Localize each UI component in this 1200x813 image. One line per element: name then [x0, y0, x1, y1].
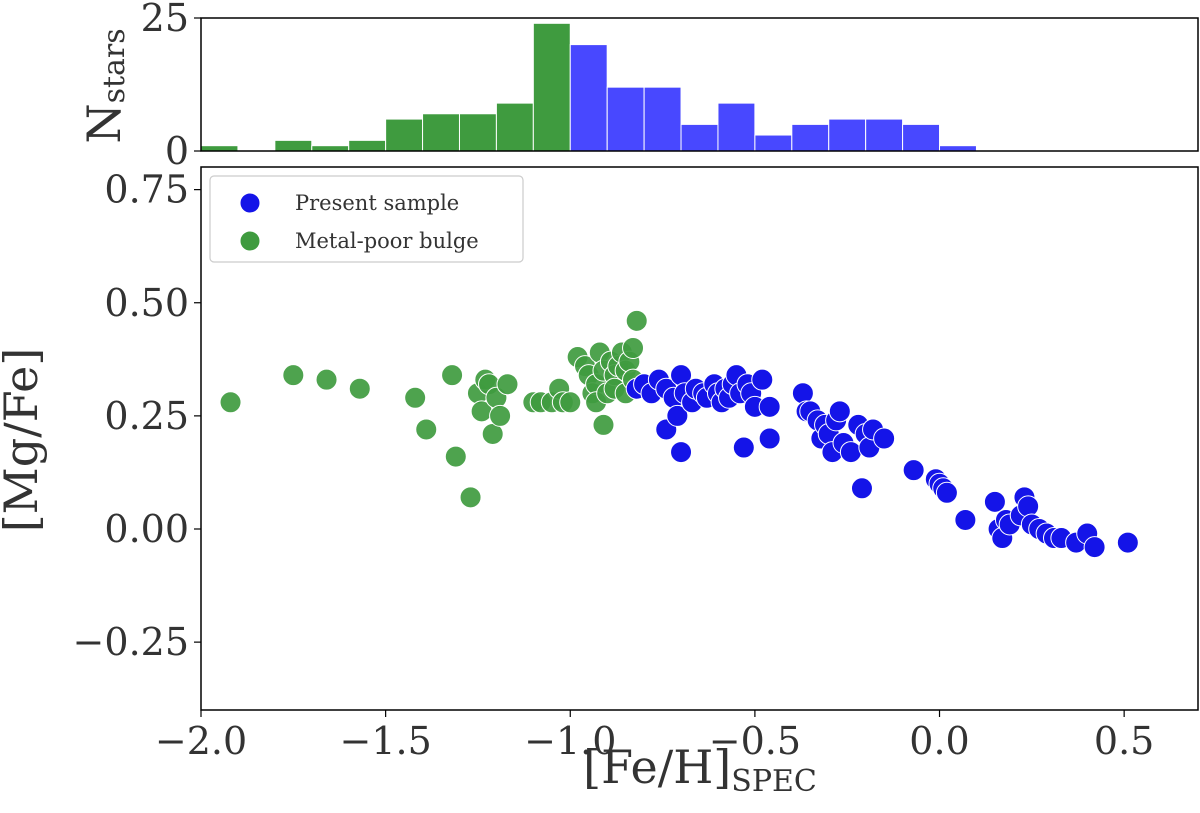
- histogram-bar-7: [458, 113, 497, 152]
- legend: Present sample Metal-poor bulge: [209, 175, 524, 263]
- histogram-bar-12: [643, 86, 682, 152]
- histogram-bar-5: [385, 118, 424, 152]
- scatter-x-tick-label: 0.0: [909, 719, 969, 763]
- scatter-y-tick-label: 0.00: [104, 507, 189, 551]
- scatter-y-axis-title: [Mg/Fe]: [0, 348, 48, 533]
- legend-box: [209, 175, 524, 263]
- scatter-point: [935, 481, 958, 504]
- histogram-y-axis-title: Nstars: [77, 28, 132, 143]
- legend-marker-metal-poor-bulge: [239, 230, 261, 252]
- scatter-point: [219, 391, 242, 414]
- scatter-point: [850, 477, 873, 500]
- histogram-bar-18: [865, 118, 904, 152]
- histogram-bar-19: [902, 123, 941, 152]
- histogram-bar-16: [791, 123, 830, 152]
- histogram-y-tick-label: 25: [141, 0, 189, 40]
- histogram-panel: 0 25 Nstars: [77, 0, 1199, 173]
- histogram-bar-6: [422, 113, 460, 152]
- scatter-point: [732, 436, 755, 459]
- scatter-point: [459, 486, 482, 509]
- histogram-bar-11: [606, 86, 645, 152]
- scatter-point: [489, 404, 512, 427]
- legend-marker-present-sample: [239, 192, 261, 214]
- scatter-points: [219, 309, 1139, 559]
- histogram-bar-3: [311, 145, 350, 152]
- scatter-x-tick-label: −1.0: [524, 719, 616, 763]
- scatter-point: [622, 337, 645, 359]
- scatter-point: [758, 395, 781, 418]
- scatter-point: [758, 427, 781, 450]
- histogram-y-tick-label: 0: [165, 129, 189, 173]
- histogram-bar-0: [200, 145, 239, 152]
- histogram-bar-14: [717, 102, 756, 152]
- legend-label-metal-poor-bulge: Metal-poor bulge: [295, 229, 479, 253]
- histogram-bar-15: [754, 134, 793, 152]
- scatter-point: [315, 368, 338, 391]
- scatter-point: [496, 373, 519, 396]
- histogram-bar-2: [274, 139, 313, 152]
- scatter-point: [983, 490, 1006, 513]
- scatter-x-label: [Fe/H]: [583, 740, 731, 794]
- histogram-frame: [200, 17, 1199, 152]
- scatter-x-tick-label: −2.0: [155, 719, 247, 763]
- histogram-y-label-sub: stars: [97, 28, 132, 103]
- scatter-point: [751, 368, 774, 391]
- scatter-point: [1083, 536, 1106, 559]
- scatter-point: [839, 441, 862, 464]
- histogram-bar-20: [939, 145, 977, 152]
- scatter-point: [404, 386, 427, 409]
- scatter-point: [441, 364, 464, 387]
- scatter-x-tick-label: −1.5: [339, 719, 431, 763]
- scatter-x-label-sub: SPEC: [731, 764, 817, 799]
- scatter-panel: −2.0 −1.5 −1.0 −0.5 0.0 0.5 0.75 0.50 0.25 0.00 −…: [0, 166, 1199, 799]
- histogram-bar-17: [828, 118, 867, 152]
- scatter-frame: [200, 166, 1199, 711]
- scatter-point: [902, 459, 925, 482]
- histogram-y-label: N: [77, 103, 131, 143]
- scatter-x-tick-label: 0.5: [1094, 719, 1154, 763]
- scatter-point: [666, 404, 689, 427]
- scatter-x-ticks: −2.0 −1.5 −1.0 −0.5 0.0 0.5: [155, 710, 1154, 763]
- scatter-y-ticks: 0.75 0.50 0.25 0.00 −0.25: [73, 168, 201, 664]
- scatter-point: [592, 413, 615, 436]
- scatter-point: [348, 377, 371, 400]
- scatter-y-tick-label: 0.25: [104, 394, 189, 438]
- histogram-bar-4: [348, 139, 387, 152]
- scatter-point: [828, 400, 851, 423]
- histogram-y-ticks: 0 25: [141, 0, 201, 173]
- scatter-point: [670, 441, 693, 464]
- scatter-point: [282, 364, 305, 387]
- scatter-point: [559, 391, 582, 414]
- histogram-bar-9: [532, 22, 571, 152]
- scatter-x-tick-label: −0.5: [709, 719, 801, 763]
- scatter-point: [873, 427, 896, 450]
- scatter-point: [1017, 495, 1040, 518]
- histogram-bar-13: [680, 123, 719, 152]
- series-present-sample: [625, 364, 1139, 559]
- scatter-point: [444, 445, 467, 468]
- scatter-y-tick-label: 0.50: [104, 281, 189, 325]
- legend-label-present-sample: Present sample: [295, 191, 459, 215]
- scatter-x-axis-title: [Fe/H]SPEC: [583, 740, 817, 799]
- histogram-bars: [200, 22, 977, 152]
- scatter-point: [625, 309, 648, 332]
- scatter-point: [1116, 531, 1139, 554]
- scatter-y-tick-label: 0.75: [104, 168, 189, 212]
- histogram-bar-10: [569, 44, 608, 152]
- histogram-bar-8: [495, 102, 534, 152]
- scatter-point: [954, 508, 977, 531]
- scatter-point: [415, 418, 438, 441]
- scatter-y-tick-label: −0.25: [73, 620, 189, 664]
